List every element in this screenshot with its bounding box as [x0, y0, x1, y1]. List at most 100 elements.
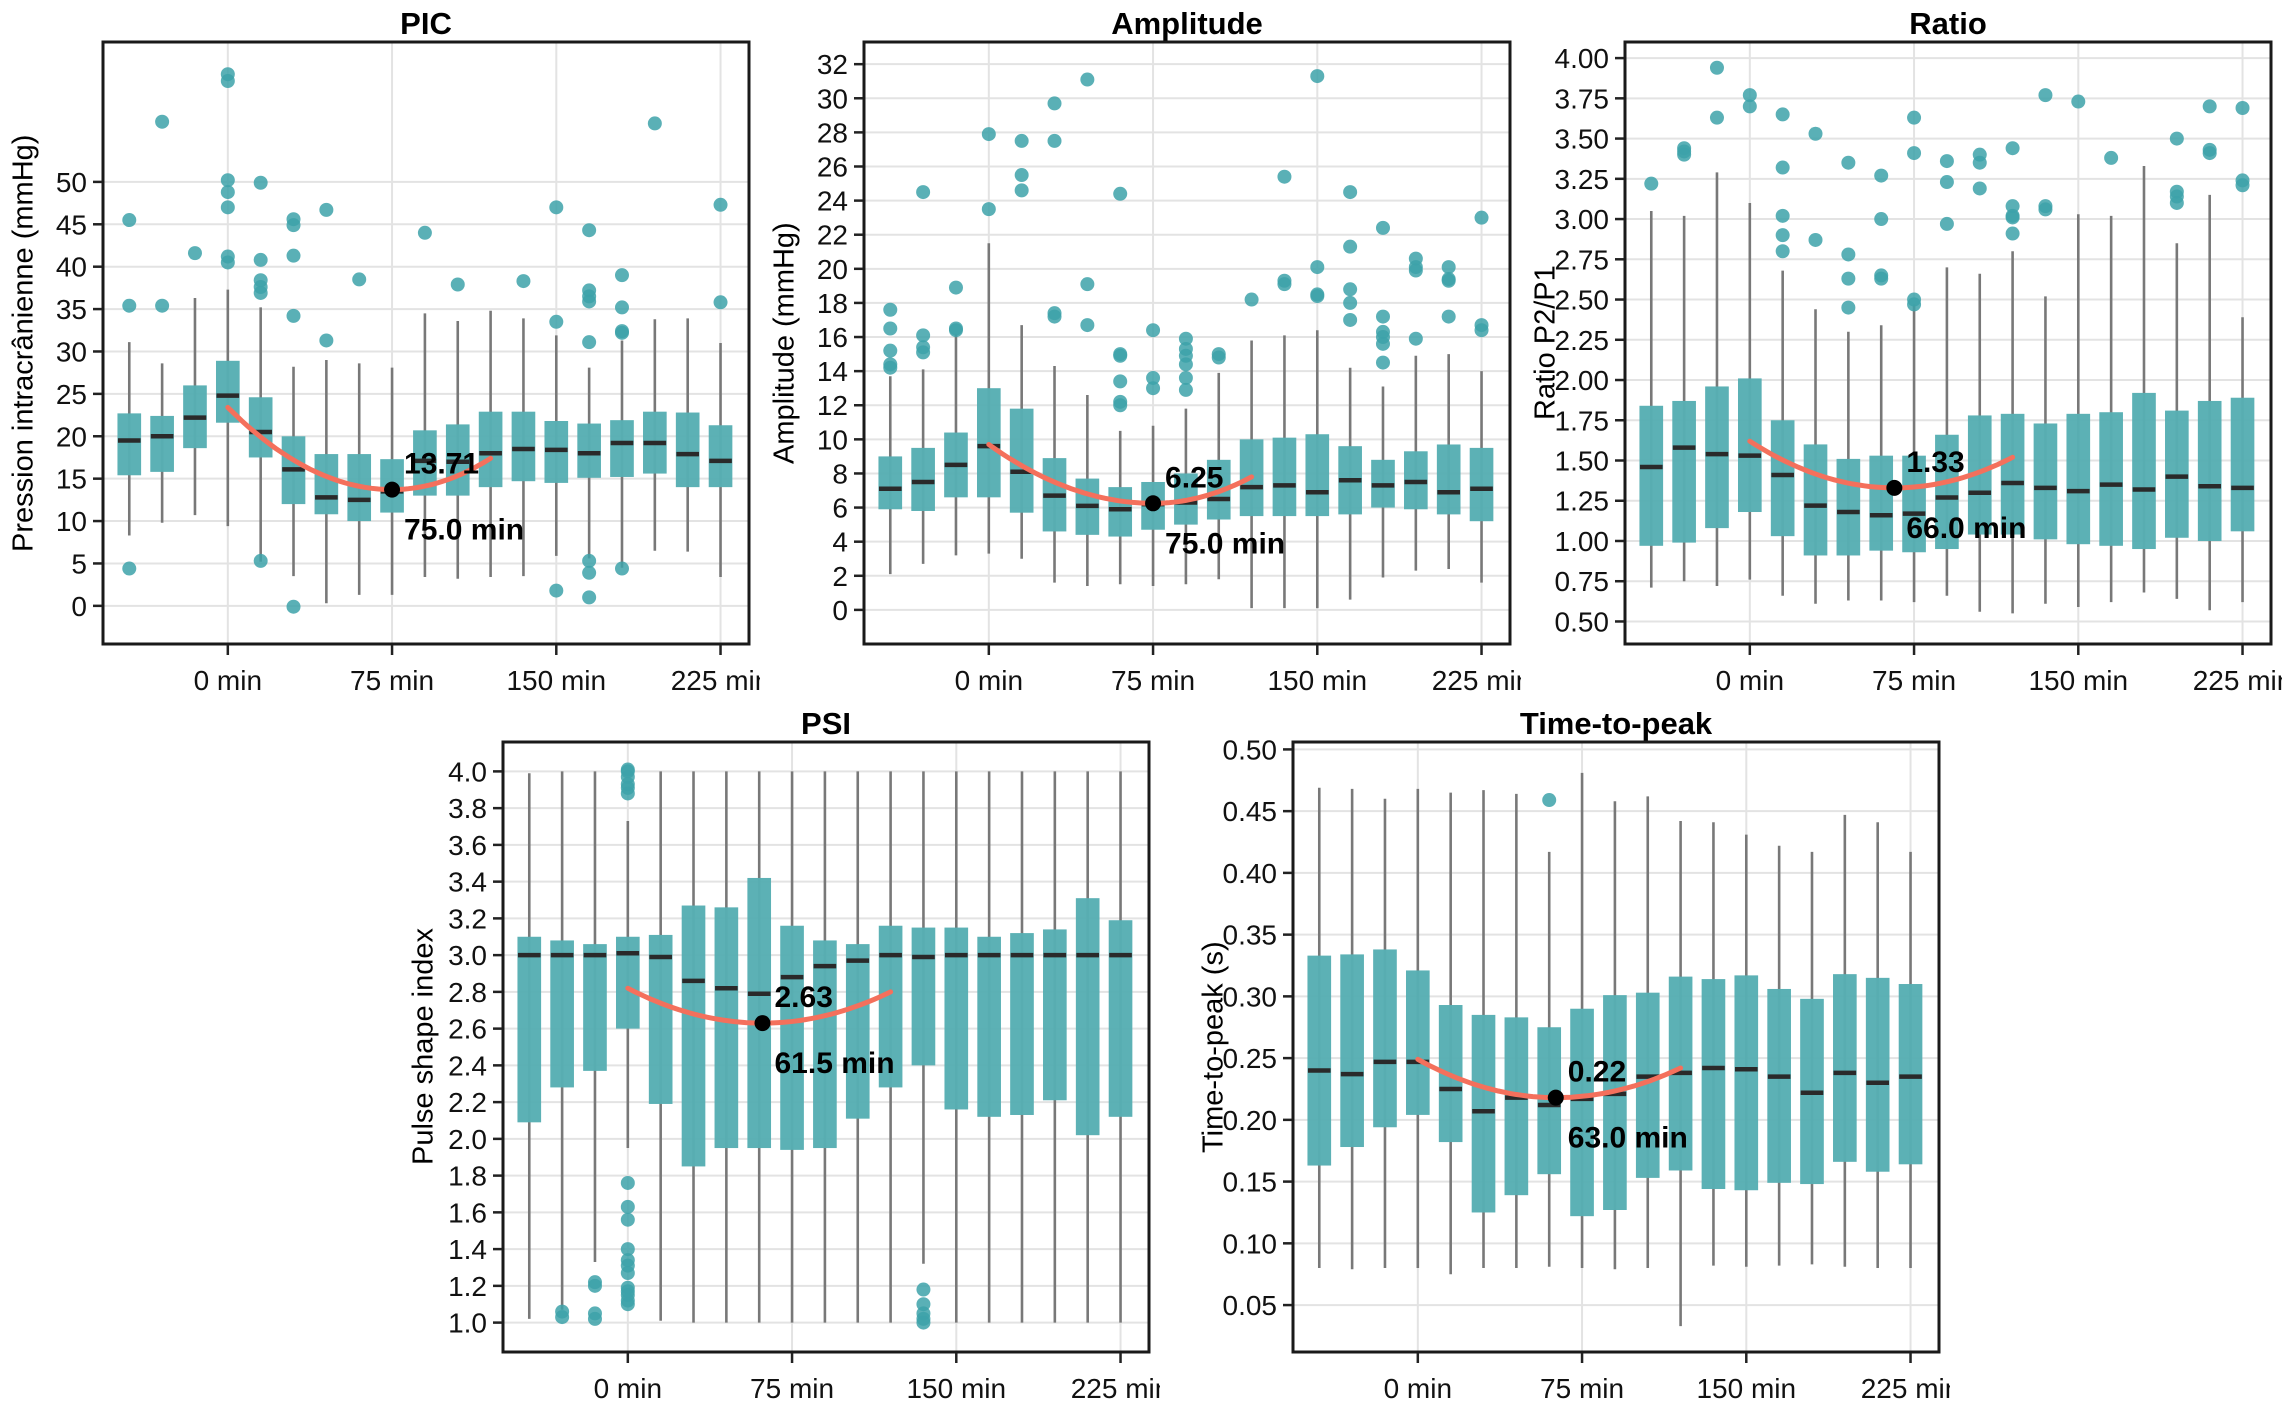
outlier-point	[122, 213, 137, 228]
y-tick-label: 1.4	[448, 1234, 487, 1265]
box	[944, 927, 969, 1110]
y-tick-label: 0	[832, 595, 848, 626]
outlier-point	[1874, 212, 1889, 227]
outlier-point	[1474, 323, 1489, 338]
box	[511, 411, 536, 482]
outlier-point	[450, 277, 465, 292]
outlier-point	[582, 553, 597, 568]
y-tick-label: 2.50	[1555, 285, 1610, 316]
box	[1635, 992, 1660, 1178]
outlier-point	[620, 1212, 635, 1227]
x-tick-label: 0 min	[1384, 1373, 1452, 1404]
outlier-point	[1343, 312, 1358, 327]
box	[780, 925, 804, 1150]
outlier-point	[253, 553, 268, 568]
box	[1967, 415, 1992, 535]
outlier-point	[620, 1175, 635, 1190]
outlier-point	[916, 185, 931, 200]
box	[648, 934, 673, 1104]
outlier-point	[713, 295, 728, 310]
x-axis: 0 min 75 min 150 min 225 min	[1384, 1353, 1950, 1404]
x-tick-label: 75 min	[1111, 665, 1195, 696]
box	[1436, 444, 1461, 515]
box	[977, 936, 1001, 1117]
pic-y-axis-title: Pression intracrânienne (mmHg)	[7, 134, 40, 552]
y-tick-label: 2.25	[1555, 325, 1610, 356]
outlier-point	[1014, 133, 1029, 148]
outlier-point	[2104, 150, 2119, 165]
outlier-point	[1310, 260, 1325, 275]
y-tick-label: 16	[817, 322, 848, 353]
y-tick-label: 3.00	[1555, 204, 1610, 235]
outlier-point	[582, 565, 597, 580]
y-tick-label: 32	[817, 49, 848, 80]
box	[1471, 1014, 1496, 1213]
min-time-label: 61.5 min	[774, 1047, 894, 1080]
y-tick-label: 3.0	[448, 940, 487, 971]
min-annotation: 0.22 63.0 min	[1547, 1056, 1688, 1155]
y-tick-label: 0.50	[1223, 734, 1278, 765]
x-tick-label: 75 min	[750, 1373, 834, 1404]
outlier-point	[1907, 146, 1922, 161]
panel-background	[0, 0, 760, 700]
psi-chart-svg: 2.63 61.5 min 0 min 75 min 150 min 225 min 1.0…	[400, 700, 1160, 1414]
pic-chart-svg: 13.71 75.0 min 0 min 75 min 150 min 225 min 0 5…	[0, 0, 760, 700]
outlier-point	[1907, 110, 1922, 125]
y-tick-label: 1.00	[1555, 526, 1610, 557]
outlier-point	[1644, 176, 1659, 191]
y-axis: 0.05 0.10 0.15 0.20 0.25 0.30 0.35 0.40 0.45 0.50	[1223, 734, 1292, 1321]
panel-time-to-peak: 0.22 63.0 min 0 min 75 min 150 min 225 min 0.0…	[1190, 700, 1950, 1414]
box	[314, 454, 339, 515]
outlier-point	[620, 1199, 635, 1214]
outlier-point	[620, 786, 635, 801]
y-tick-label: 2.2	[448, 1087, 487, 1118]
outlier-point	[1080, 318, 1095, 333]
psi-y-axis-title: Pulse shape index	[407, 928, 440, 1166]
outlier-point	[1441, 309, 1456, 324]
box	[550, 940, 574, 1088]
y-tick-label: 45	[56, 209, 87, 240]
boxes	[117, 360, 733, 522]
outlier-point	[1841, 155, 1856, 170]
ratio-title: Ratio	[1909, 6, 1987, 41]
y-tick-label: 0	[71, 591, 87, 622]
y-tick-label: 2.6	[448, 1014, 487, 1045]
outlier-point	[122, 561, 137, 576]
outlier-point	[1542, 793, 1557, 808]
x-tick-label: 0 min	[1716, 665, 1784, 696]
outlier-point	[2005, 141, 2020, 156]
box	[1108, 487, 1133, 537]
box	[1340, 954, 1364, 1148]
y-tick-label: 26	[817, 151, 848, 182]
outlier-point	[2169, 195, 2184, 210]
min-annotation: 6.25 75.0 min	[1145, 461, 1285, 560]
y-tick-label: 20	[56, 421, 87, 452]
outlier-point	[1146, 370, 1161, 385]
outlier-point	[220, 255, 235, 270]
min-point	[1145, 495, 1162, 512]
panel-border	[862, 40, 1512, 646]
y-tick-label: 2.0	[448, 1124, 487, 1155]
y-tick-label: 2.75	[1555, 244, 1610, 275]
outlier-point	[2005, 226, 2020, 241]
y-tick-label: 30	[817, 83, 848, 114]
outlier-point	[1244, 292, 1259, 307]
y-tick-label: 18	[817, 288, 848, 319]
y-tick-label: 40	[56, 252, 87, 283]
y-tick-label: 2.4	[448, 1050, 487, 1081]
box	[1935, 434, 1959, 550]
boxes	[1639, 378, 2255, 556]
x-tick-label: 150 min	[1267, 665, 1367, 696]
y-tick-label: 4.00	[1555, 43, 1610, 74]
y-tick-label: 22	[817, 220, 848, 251]
box	[1469, 447, 1494, 522]
y-axis: 0 5 10 15 20 25 30 35 40 45 50	[56, 167, 102, 622]
outlier-point	[948, 280, 963, 295]
outlier-point	[1375, 309, 1390, 324]
box	[2132, 392, 2156, 550]
min-annotation: 1.33 66.0 min	[1886, 446, 2026, 545]
amplitude-title: Amplitude	[1111, 6, 1263, 41]
box	[583, 944, 607, 1071]
